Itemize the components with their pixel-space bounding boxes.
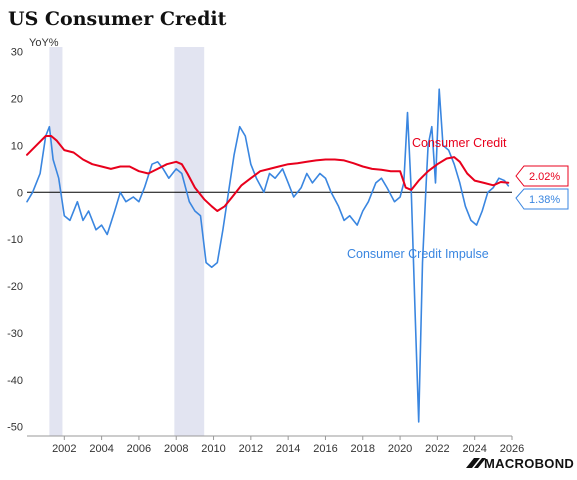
x-tick-label: 2012 [239, 443, 263, 455]
x-tick-label: 2016 [313, 443, 337, 455]
series-label-consumer-credit-impulse: Consumer Credit Impulse [347, 247, 489, 261]
x-tick-label: 2008 [164, 443, 188, 455]
series-line-consumer-credit [26, 135, 510, 212]
last-value-badge-consumer-credit-impulse: 1.38% [515, 188, 569, 210]
y-tick-label: -10 [7, 234, 23, 246]
x-tick-label: 2006 [127, 443, 151, 455]
y-tick-label: -40 [7, 375, 23, 387]
series-line-consumer-credit-impulse [26, 88, 510, 423]
y-tick-label: 30 [11, 47, 23, 59]
x-tick-label: 2020 [388, 443, 412, 455]
y-tick-label: -30 [7, 328, 23, 340]
last-value-badge-consumer-credit: 2.02% [515, 165, 569, 187]
y-tick-label: -50 [7, 422, 23, 434]
recession-bands [49, 47, 205, 436]
y-tick-label: -20 [7, 281, 23, 293]
y-tick-label: 0 [17, 187, 23, 199]
recession-band-0 [49, 47, 63, 436]
macrobond-logo: MACROBOND [466, 456, 574, 471]
y-tick-label: 20 [11, 94, 23, 106]
series-lines [26, 88, 510, 423]
x-tick-label: 2014 [276, 443, 300, 455]
y-tick-label: 10 [11, 140, 23, 152]
x-tick-label: 2004 [89, 443, 113, 455]
y-axis-unit: YoY% [29, 37, 59, 49]
chart-title: US Consumer Credit [8, 8, 227, 30]
last-value-consumer-credit-impulse: 1.38% [529, 194, 560, 206]
x-tick-label: 2022 [425, 443, 449, 455]
series-label-consumer-credit: Consumer Credit [412, 136, 507, 150]
x-tick-label: 2010 [201, 443, 225, 455]
recession-band-1 [174, 47, 205, 436]
last-value-consumer-credit: 2.02% [529, 171, 560, 183]
macrobond-logo-mark-icon [466, 458, 480, 468]
x-tick-label: 2018 [351, 443, 375, 455]
macrobond-logo-text: MACROBOND [484, 456, 574, 471]
x-tick-label: 2026 [500, 443, 524, 455]
x-tick-label: 2024 [462, 443, 486, 455]
x-tick-label: 2002 [52, 443, 76, 455]
